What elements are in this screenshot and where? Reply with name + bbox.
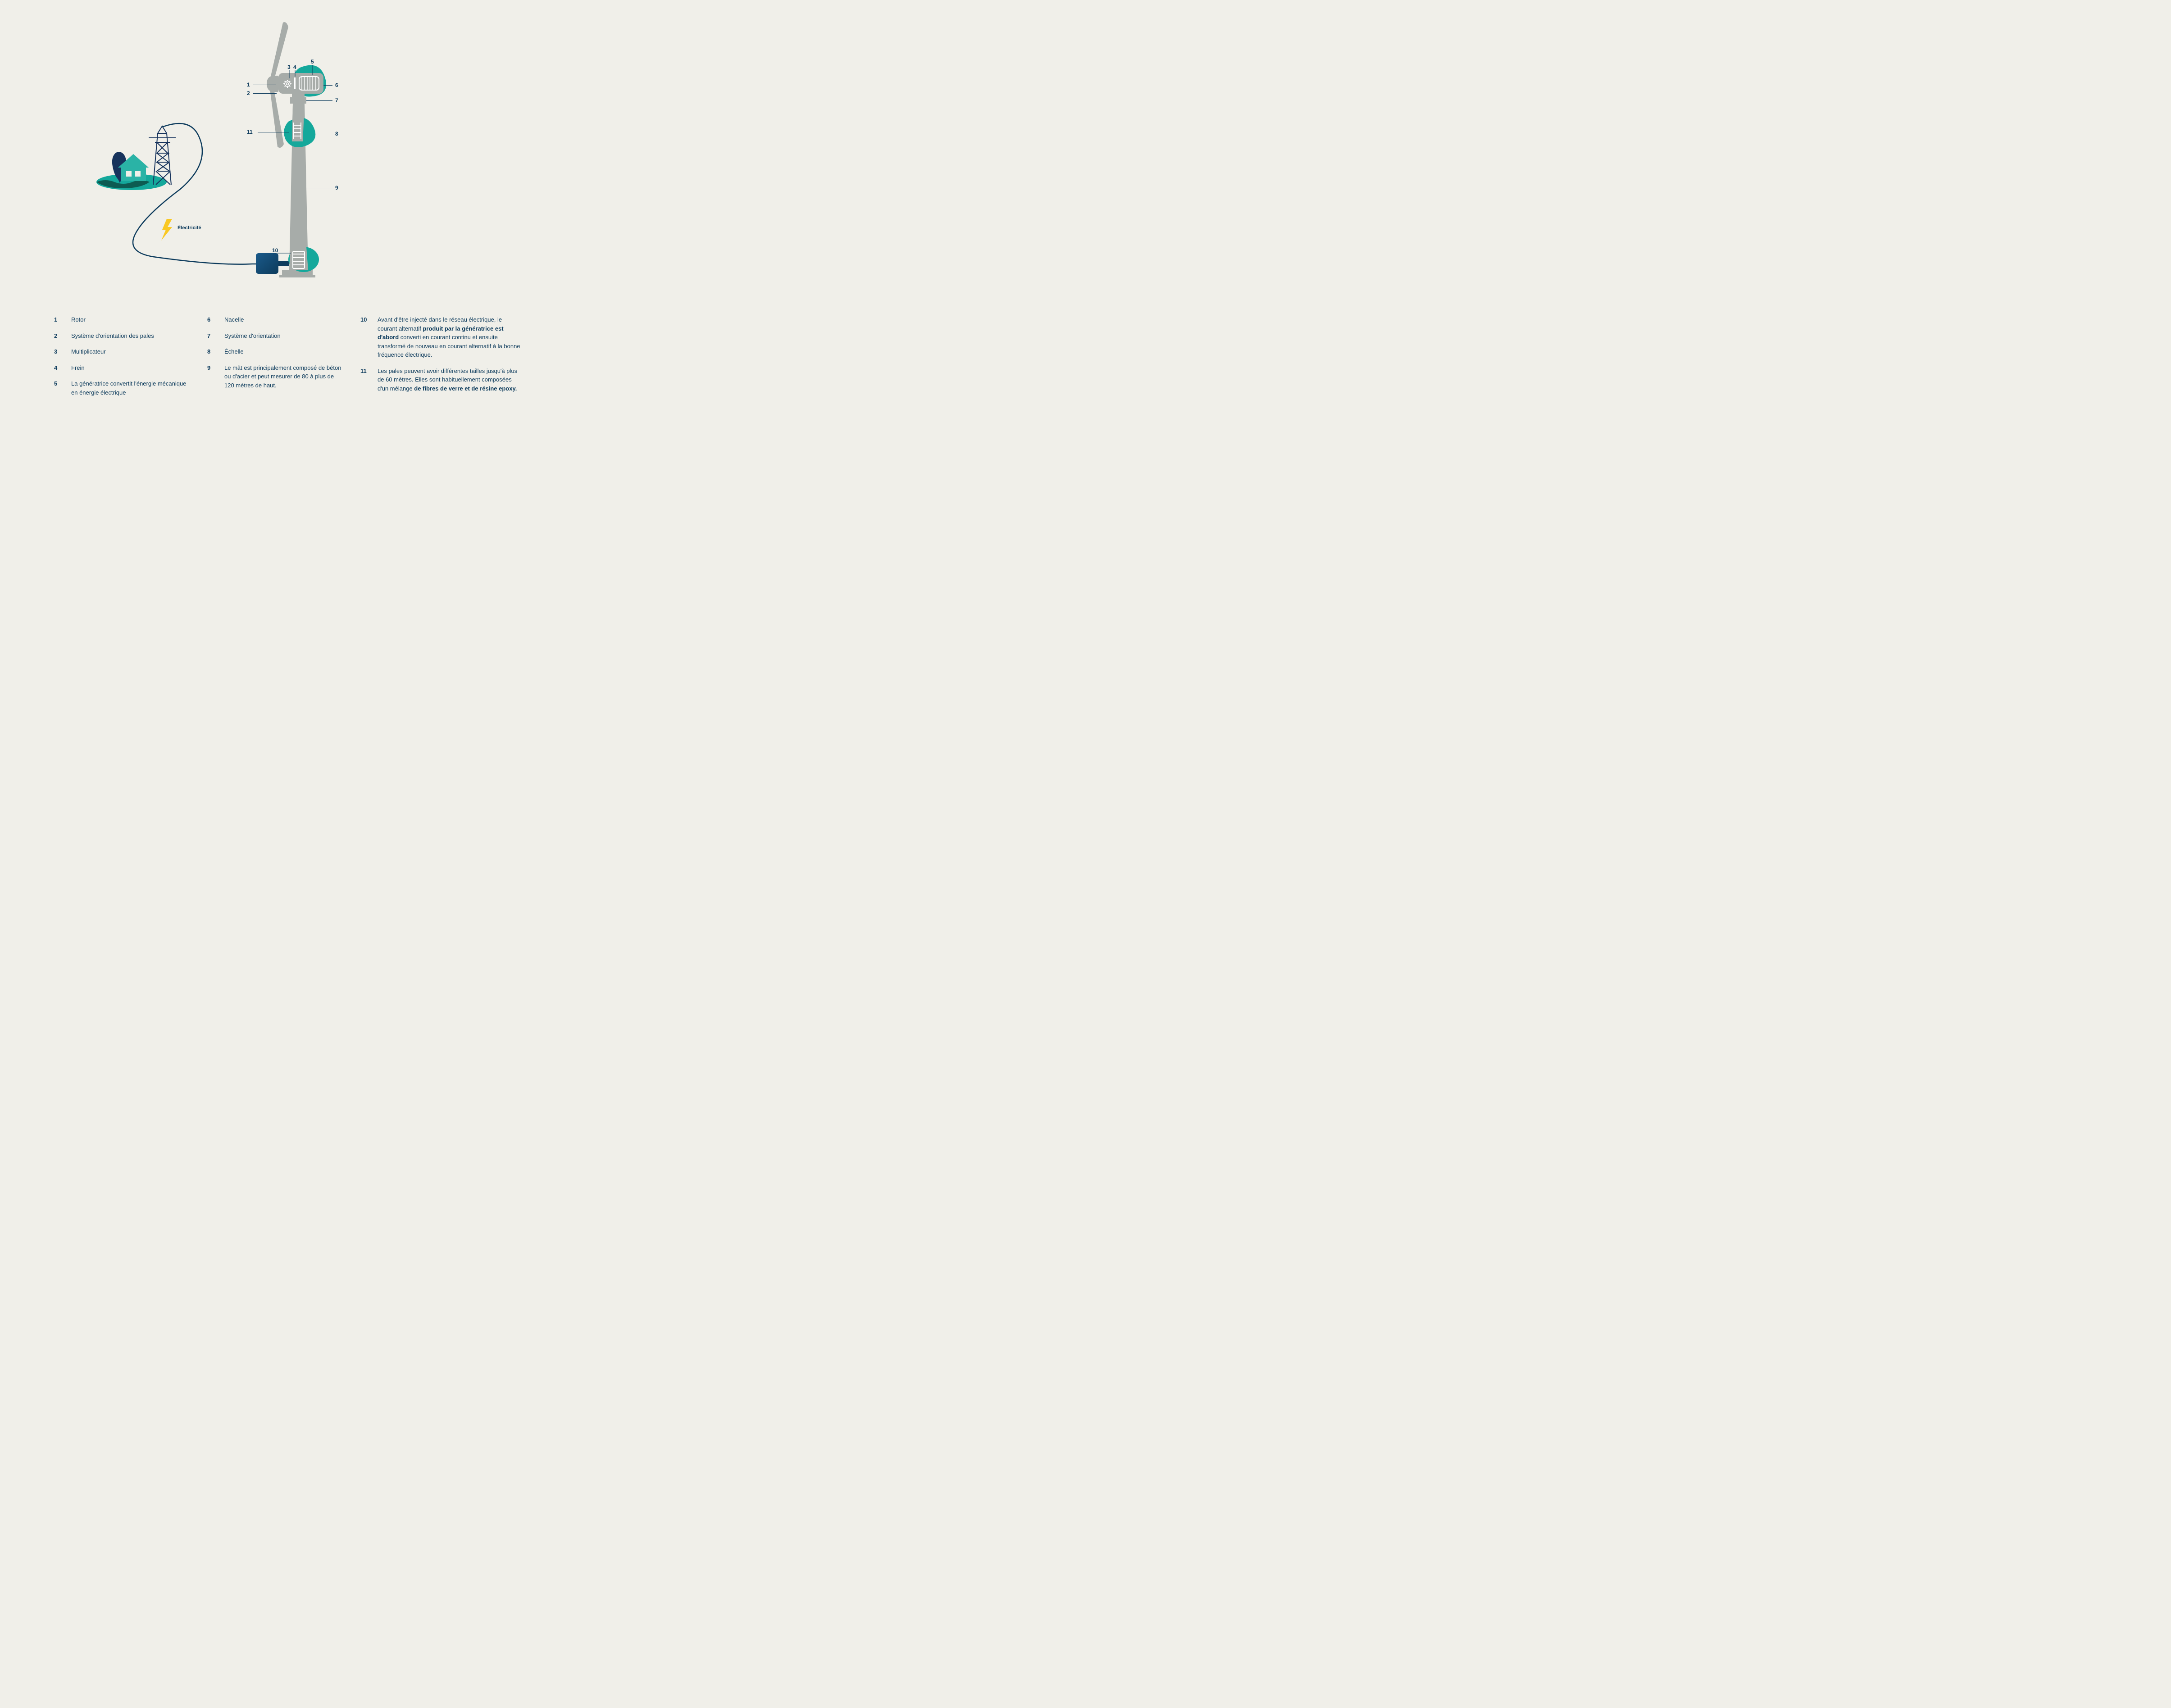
callout-line-7	[306, 100, 332, 101]
legend-item-4: 4 Frein	[54, 363, 189, 372]
callout-11: 11	[247, 129, 253, 135]
legend-text-9: Le mât est principalement composé de bét…	[224, 363, 342, 390]
callout-1: 1	[247, 82, 250, 88]
legend-item-11: 11 Les pales peuvent avoir différentes ta…	[360, 367, 523, 393]
legend-num-2: 2	[54, 332, 62, 341]
legend-item-1: 1 Rotor	[54, 315, 189, 324]
callout-10: 10	[272, 247, 278, 254]
callout-line-2	[253, 93, 277, 94]
legend-text-6: Nacelle	[224, 315, 244, 324]
legend-num-8: 8	[207, 347, 215, 356]
callout-2: 2	[247, 90, 250, 96]
legend-item-8: 8 Échelle	[207, 347, 342, 356]
legend-item-6: 6 Nacelle	[207, 315, 342, 324]
legend-item-3: 3 Multiplicateur	[54, 347, 189, 356]
legend: 1 Rotor 2 Système d'orientation des pales 3M…	[54, 315, 507, 397]
callout-3: 3	[287, 64, 291, 70]
legend-num-4: 4	[54, 363, 62, 372]
legend-num-3: 3	[54, 347, 62, 356]
legend-num-1: 1	[54, 315, 62, 324]
legend-text-4: Frein	[71, 363, 85, 372]
callout-5: 5	[311, 59, 314, 65]
legend-text-7: Système d'orientation	[224, 332, 281, 341]
legend-text-5: La génératrice convertit l'énergie mécan…	[71, 379, 189, 397]
legend-item-7: 7 Système d'orientation	[207, 332, 342, 341]
callout-7: 7	[335, 97, 338, 104]
turbine-svg	[0, 0, 543, 302]
legend-col-3: 10Avant d'être injecté dans le réseau él…	[360, 315, 523, 397]
callout-6: 6	[335, 82, 338, 88]
legend-num-10: 10	[360, 315, 369, 359]
callout-line-6	[323, 85, 332, 86]
turbine-diagram: 1 2 34 5 6 7 8 9 10 11 Électricité	[0, 0, 543, 302]
legend-num-11: 11	[360, 367, 369, 393]
legend-text-1: Rotor	[71, 315, 86, 324]
legend-num-5: 5	[54, 379, 62, 397]
legend-num-7: 7	[207, 332, 215, 341]
legend-item-10: 10Avant d'être injecté dans le réseau él…	[360, 315, 523, 359]
legend-text-10: Avant d'être injecté dans le réseau élec…	[378, 315, 523, 359]
legend-text-3: Multiplicateur	[71, 347, 106, 356]
legend-text-2: Système d'orientation des pales	[71, 332, 154, 341]
legend-text-11: Les pales peuvent avoir différentes tail…	[378, 367, 523, 393]
legend-item-5: 5 La génératrice convertit l'énergie méca…	[54, 379, 189, 397]
legend-item-9: 9 Le mât est principalement composé de bé…	[207, 363, 342, 390]
legend-col-1: 1 Rotor 2 Système d'orientation des pales 3M…	[54, 315, 189, 397]
callout-9: 9	[335, 185, 338, 191]
legend-text-8: Échelle	[224, 347, 244, 356]
legend-num-9: 9	[207, 363, 215, 390]
callout-8: 8	[335, 131, 338, 137]
legend-col-2: 6 Nacelle 7 Système d'orientation 8 Échelle 9L…	[207, 315, 342, 397]
legend-item-2: 2 Système d'orientation des pales	[54, 332, 189, 341]
legend-num-6: 6	[207, 315, 215, 324]
callout-4: 4	[293, 64, 296, 70]
electricity-label: Électricité	[178, 225, 201, 231]
